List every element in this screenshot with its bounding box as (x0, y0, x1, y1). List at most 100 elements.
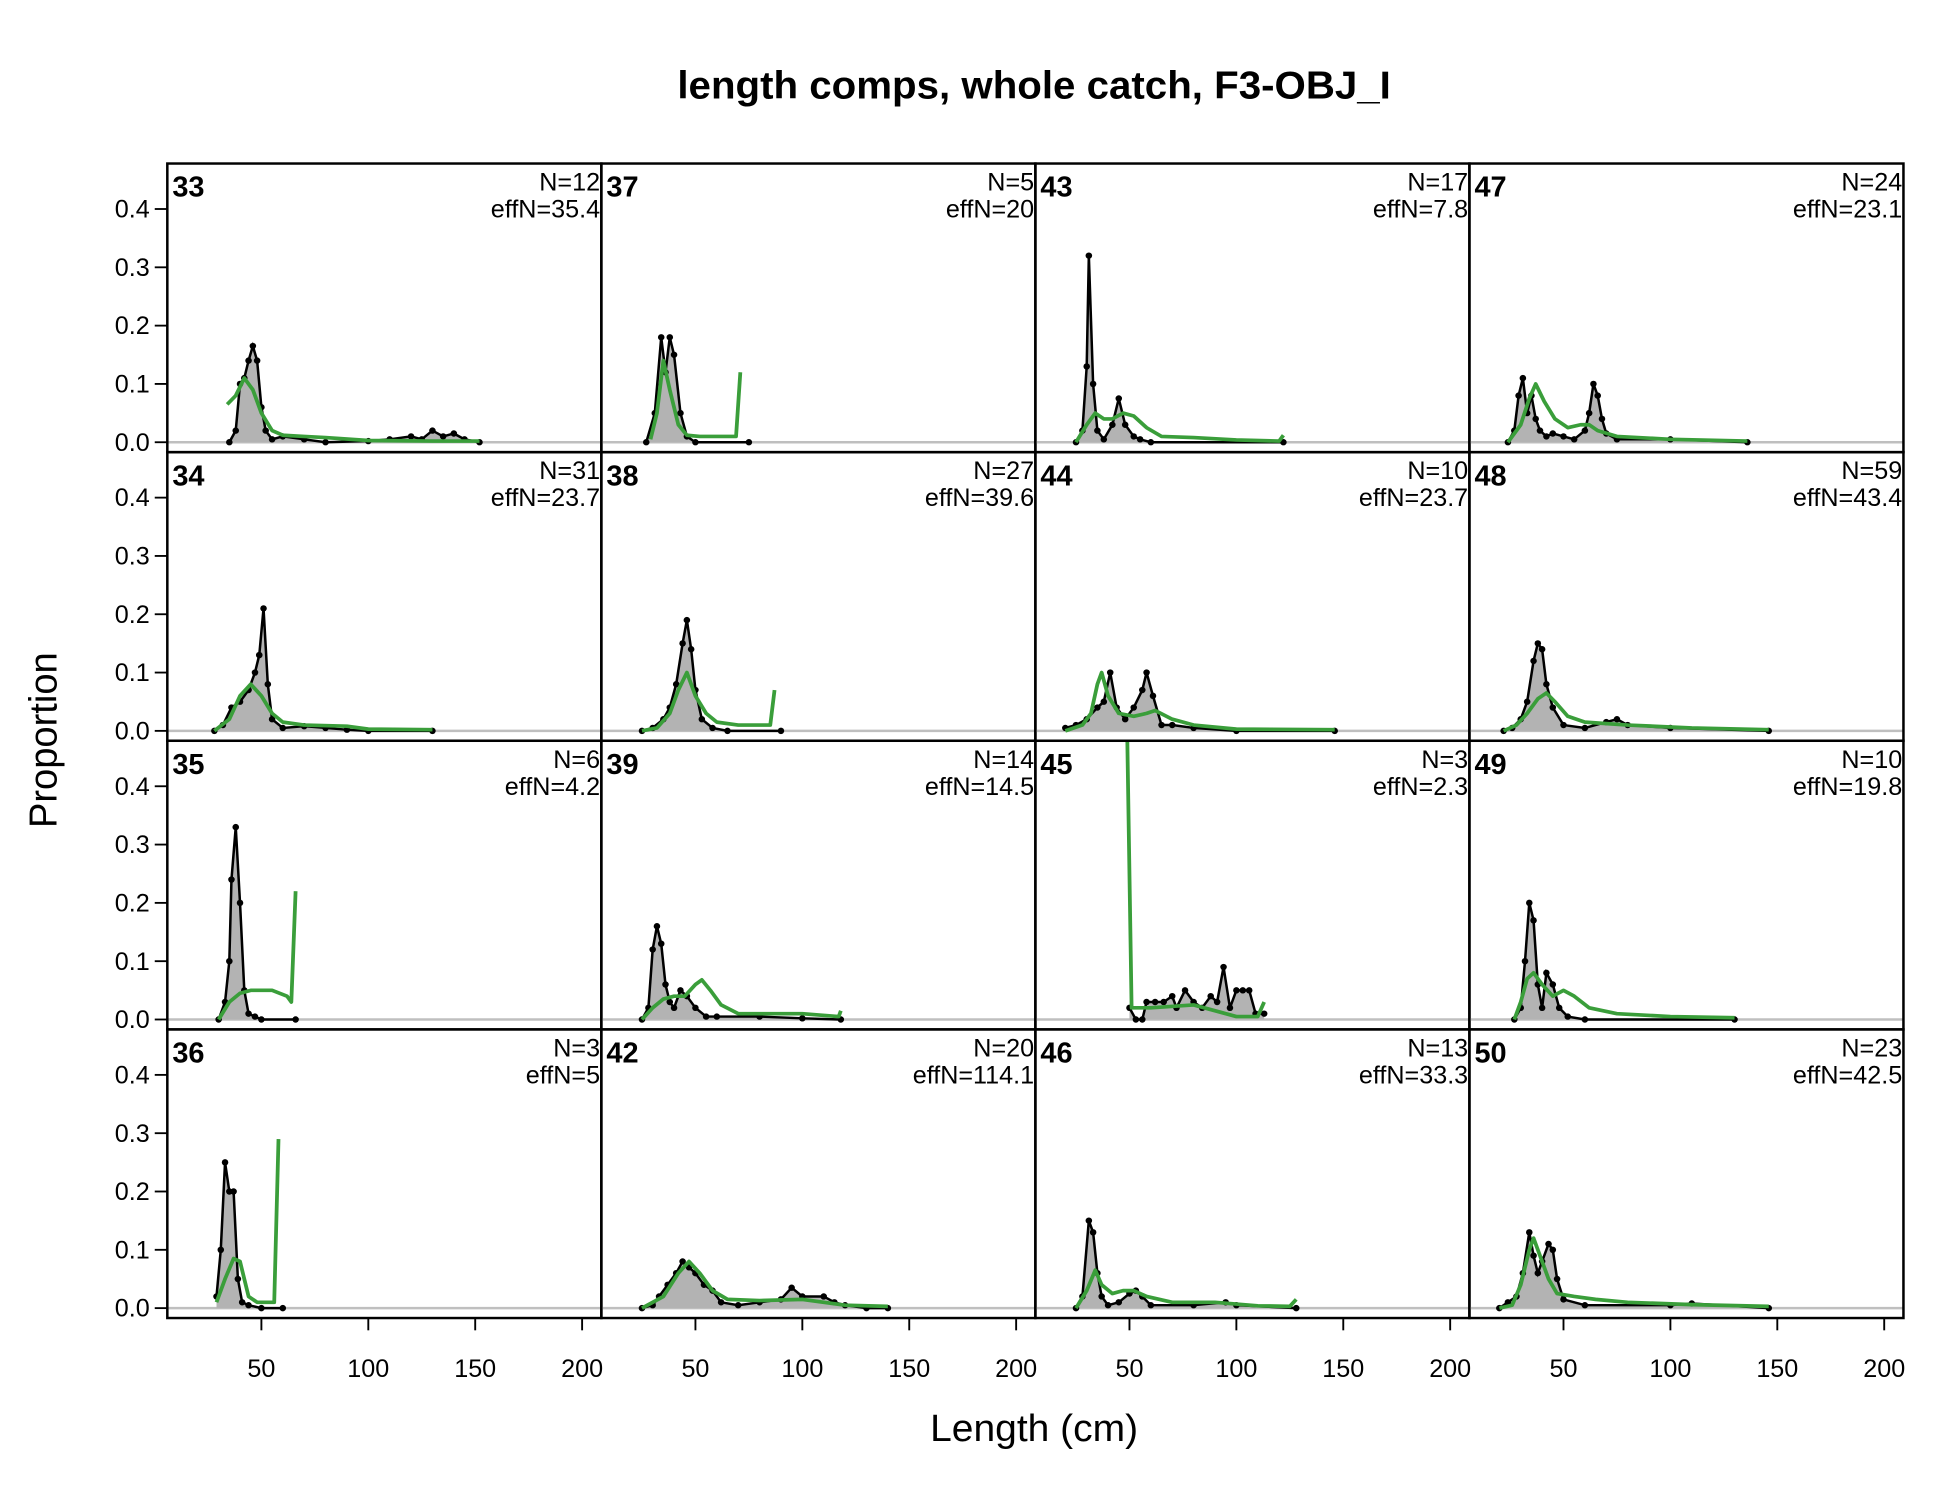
observed-point (1207, 992, 1214, 1000)
panel-year-label: 50 (1474, 1038, 1506, 1070)
observed-point (1564, 1013, 1572, 1020)
y-tick-label: 0.3 (115, 543, 150, 571)
observed-point (268, 716, 276, 723)
observed-point (258, 1304, 265, 1312)
observed-point (1523, 698, 1531, 705)
panel-year-label: 48 (1474, 461, 1506, 493)
observed-point (724, 727, 731, 735)
observed-line (1074, 255, 1284, 444)
expected-line (1502, 691, 1769, 733)
x-tick-label: 100 (1215, 1355, 1257, 1383)
observed-point (228, 876, 235, 883)
observed-point (1515, 392, 1522, 399)
observed-point (677, 409, 684, 417)
expected-line (1125, 740, 1266, 1019)
observed-point (1089, 380, 1097, 388)
observed-point (1560, 1296, 1567, 1303)
observed-point (245, 1302, 252, 1309)
panel-effn-label: effN=23.7 (491, 485, 600, 513)
y-tick-label: 0.0 (115, 429, 150, 457)
panel-effn-label: effN=43.4 (1793, 485, 1902, 513)
observed-point (642, 439, 650, 446)
observed-point (1121, 716, 1129, 723)
observed-point (649, 946, 656, 953)
y-tick-label: 0.1 (115, 371, 150, 399)
expected-line (641, 1259, 888, 1310)
panel-n-label: N=24 (1841, 169, 1902, 197)
observed-point (657, 940, 665, 947)
observed-point (1280, 439, 1287, 446)
observed-point (1581, 724, 1589, 732)
observed-point (1526, 899, 1533, 907)
observed-point (679, 1258, 686, 1265)
observed-point (1534, 640, 1542, 647)
observed-area (1076, 1220, 1297, 1309)
x-tick-label: 100 (781, 1355, 823, 1383)
observed-point (1530, 657, 1537, 665)
observed-point (268, 436, 276, 443)
observed-point (1555, 1004, 1563, 1012)
panel-effn-label: effN=33.3 (1359, 1062, 1468, 1090)
observed-point (279, 1304, 287, 1312)
panel-year-label: 37 (606, 172, 638, 204)
panel-year-label: 36 (172, 1038, 204, 1070)
observed-point (679, 640, 686, 647)
observed-point (677, 987, 684, 994)
y-tick-label: 0.3 (115, 254, 150, 282)
x-tick-label: 200 (1863, 1355, 1905, 1383)
observed-point (666, 998, 674, 1006)
observed-point (1158, 721, 1165, 729)
panel-effn-label: effN=7.8 (1373, 196, 1468, 224)
observed-point (1590, 380, 1597, 388)
y-tick-label: 0.4 (115, 484, 150, 512)
observed-point (1094, 704, 1101, 711)
observed-point (1130, 704, 1138, 711)
observed-point (1220, 963, 1227, 971)
observed-point (1109, 421, 1116, 428)
x-tick-label: 150 (454, 1355, 496, 1383)
observed-point (1085, 252, 1093, 259)
observed-point (698, 716, 706, 723)
observed-point (1536, 427, 1544, 434)
panel-effn-label: effN=39.6 (925, 485, 1034, 513)
panel-effn-label: effN=20 (946, 196, 1034, 224)
observed-point (249, 342, 257, 350)
observed-point (1292, 1304, 1300, 1312)
observed-point (1530, 917, 1537, 924)
observed-point (666, 334, 674, 341)
observed-point (717, 1299, 725, 1306)
observed-point (672, 681, 680, 688)
observed-point (1233, 987, 1240, 994)
observed-point (1581, 1016, 1589, 1023)
panel-n-label: N=17 (1407, 169, 1468, 197)
panel-n-label: N=13 (1407, 1035, 1468, 1063)
y-axis-label: Proportion (22, 652, 65, 828)
observed-point (670, 351, 678, 358)
panel-effn-label: effN=23.1 (1793, 196, 1902, 224)
observed-point (1115, 1299, 1123, 1306)
observed-point (1530, 1252, 1537, 1259)
panel-effn-label: effN=14.5 (925, 773, 1034, 801)
observed-point (1570, 436, 1578, 443)
observed-point (253, 357, 261, 364)
panel-year-label: 46 (1040, 1038, 1072, 1070)
y-tick-label: 0.3 (115, 831, 150, 859)
observed-point (1543, 969, 1550, 977)
observed-point (1168, 992, 1176, 1000)
panel-year-label: 35 (172, 749, 204, 781)
panel-n-label: N=6 (553, 746, 600, 774)
observed-point (1549, 1246, 1557, 1254)
observed-point (262, 427, 269, 434)
observed-point (1543, 433, 1550, 440)
panel-n-label: N=10 (1407, 457, 1468, 485)
